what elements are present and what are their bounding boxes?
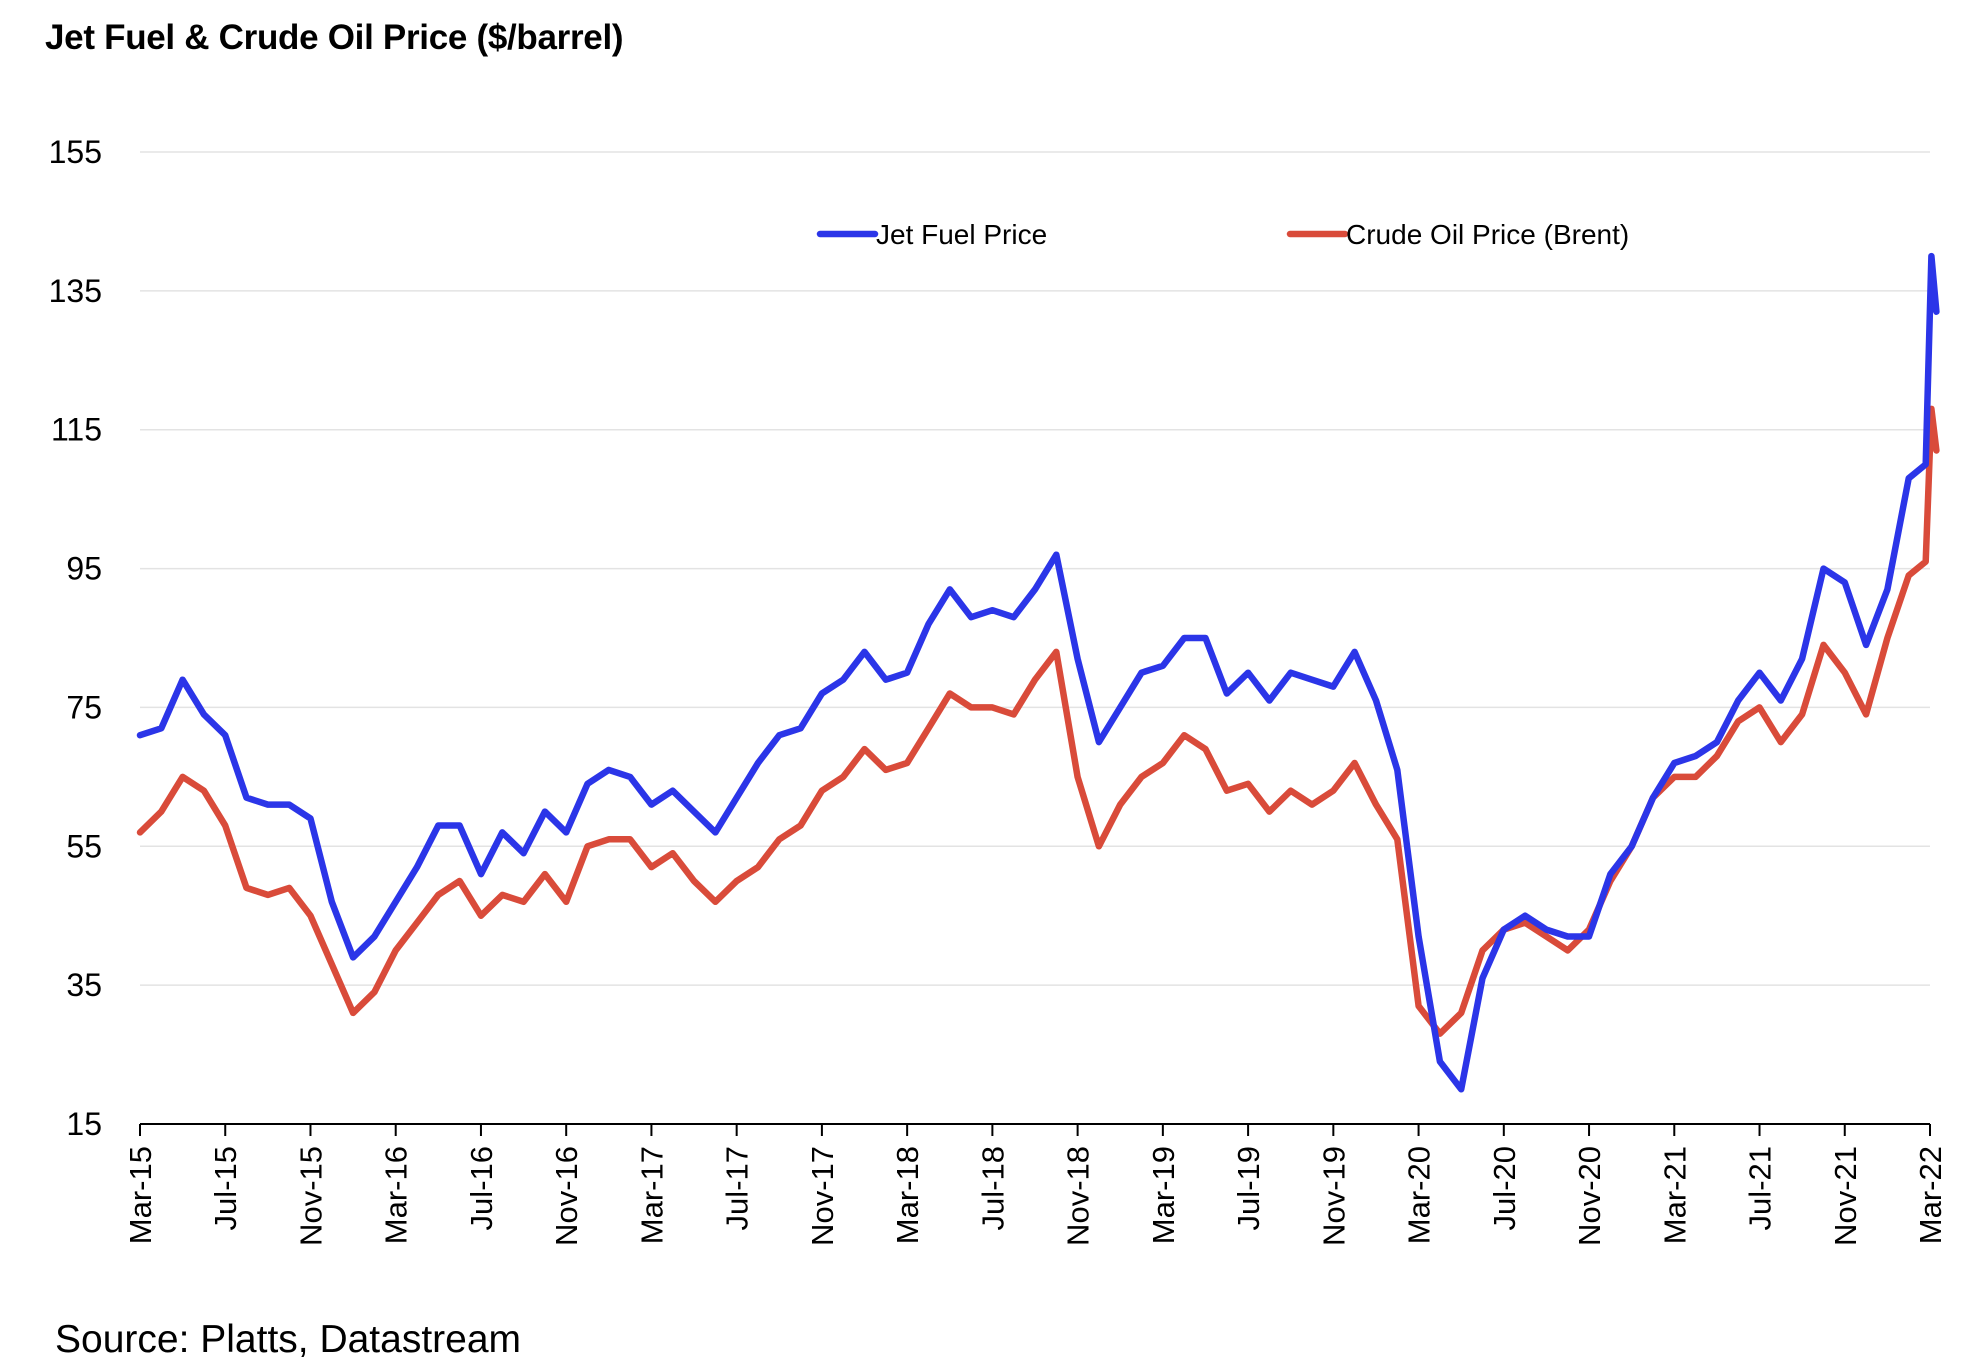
x-tick-label: Jul-15	[208, 1146, 243, 1230]
y-tick-label: 15	[66, 1106, 102, 1142]
x-tick-label: Mar-15	[123, 1146, 158, 1244]
x-tick-label: Nov-20	[1572, 1146, 1607, 1246]
source-note: Source: Platts, Datastream	[55, 1318, 522, 1361]
x-tick-label: Jul-16	[464, 1146, 499, 1230]
x-tick-label: Nov-16	[549, 1146, 584, 1246]
x-tick-label: Nov-17	[805, 1146, 840, 1246]
x-tick-label: Mar-21	[1657, 1146, 1692, 1244]
x-tick-label: Jul-17	[720, 1146, 755, 1230]
x-tick-label: Mar-16	[379, 1146, 414, 1244]
series-line-jet-fuel-price	[136, 252, 1940, 1093]
x-tick-label: Jul-18	[975, 1146, 1010, 1230]
chart-title: Jet Fuel & Crude Oil Price ($/barrel)	[45, 18, 624, 57]
y-tick-label: 115	[51, 412, 102, 448]
x-tick-label: Mar-19	[1146, 1146, 1181, 1244]
legend-label: Crude Oil Price (Brent)	[1346, 219, 1629, 250]
x-tick-label: Nov-19	[1316, 1146, 1351, 1246]
legend: Jet Fuel Price Crude Oil Price (Brent)	[816, 219, 1629, 250]
x-tick-label: Jul-20	[1487, 1146, 1522, 1230]
y-tick-label: 155	[49, 134, 102, 170]
gridlines	[140, 151, 1930, 986]
y-tick-label: 95	[66, 551, 102, 587]
y-tick-label: 75	[66, 689, 102, 725]
x-tick-label: Nov-15	[293, 1146, 328, 1246]
x-tick-label: Mar-20	[1402, 1146, 1437, 1244]
series-line-crude-oil-price-brent	[136, 405, 1940, 1037]
series-lines	[136, 252, 1940, 1093]
legend-label: Jet Fuel Price	[876, 219, 1047, 250]
x-tick-label: Nov-18	[1061, 1146, 1096, 1246]
y-tick-label: 135	[49, 273, 102, 309]
x-axis: Mar-15 Jul-15 Nov-15 Mar-16 Jul-16 Nov-16 Mar-…	[123, 1123, 1948, 1246]
y-tick-label: 55	[66, 828, 102, 864]
y-axis-tick-labels: 15 35 55 75 95 115 135 155	[49, 134, 102, 1142]
x-tick-label: Mar-17	[634, 1146, 669, 1244]
x-tick-label: Mar-22	[1913, 1146, 1948, 1244]
x-tick-label: Mar-18	[890, 1146, 925, 1244]
x-tick-label: Jul-19	[1231, 1146, 1266, 1230]
x-tick-label: Nov-21	[1828, 1146, 1863, 1246]
x-tick-label: Jul-21	[1743, 1146, 1778, 1230]
y-tick-label: 35	[66, 967, 102, 1003]
